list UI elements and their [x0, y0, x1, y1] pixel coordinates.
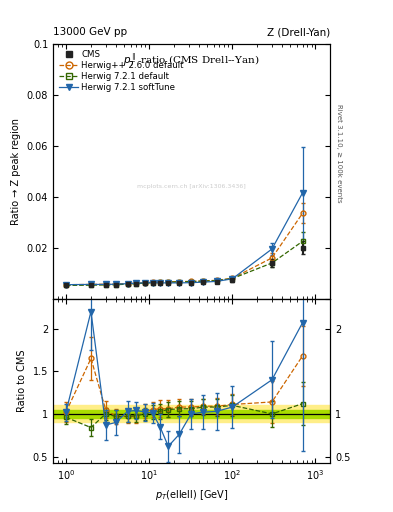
Legend: CMS, Herwig++ 2.6.0 default, Herwig 7.2.1 default, Herwig 7.2.1 softTune: CMS, Herwig++ 2.6.0 default, Herwig 7.2.…: [57, 48, 186, 94]
Bar: [53, 410, 330, 418]
Text: $p_T^{\parallel}$ ratio (CMS Drell--Yan): $p_T^{\parallel}$ ratio (CMS Drell--Yan): [123, 51, 260, 69]
Text: Rivet 3.1.10, ≥ 100k events: Rivet 3.1.10, ≥ 100k events: [336, 104, 342, 203]
Text: 13000 GeV pp: 13000 GeV pp: [53, 27, 127, 37]
Y-axis label: Ratio → Z peak region: Ratio → Z peak region: [11, 118, 21, 225]
Text: Z (Drell-Yan): Z (Drell-Yan): [267, 27, 330, 37]
X-axis label: $p_T$(ellell) [GeV]: $p_T$(ellell) [GeV]: [155, 487, 228, 502]
Bar: [53, 406, 330, 422]
Text: mcplots.cern.ch [arXiv:1306.3436]: mcplots.cern.ch [arXiv:1306.3436]: [137, 184, 246, 189]
Y-axis label: Ratio to CMS: Ratio to CMS: [17, 350, 27, 412]
